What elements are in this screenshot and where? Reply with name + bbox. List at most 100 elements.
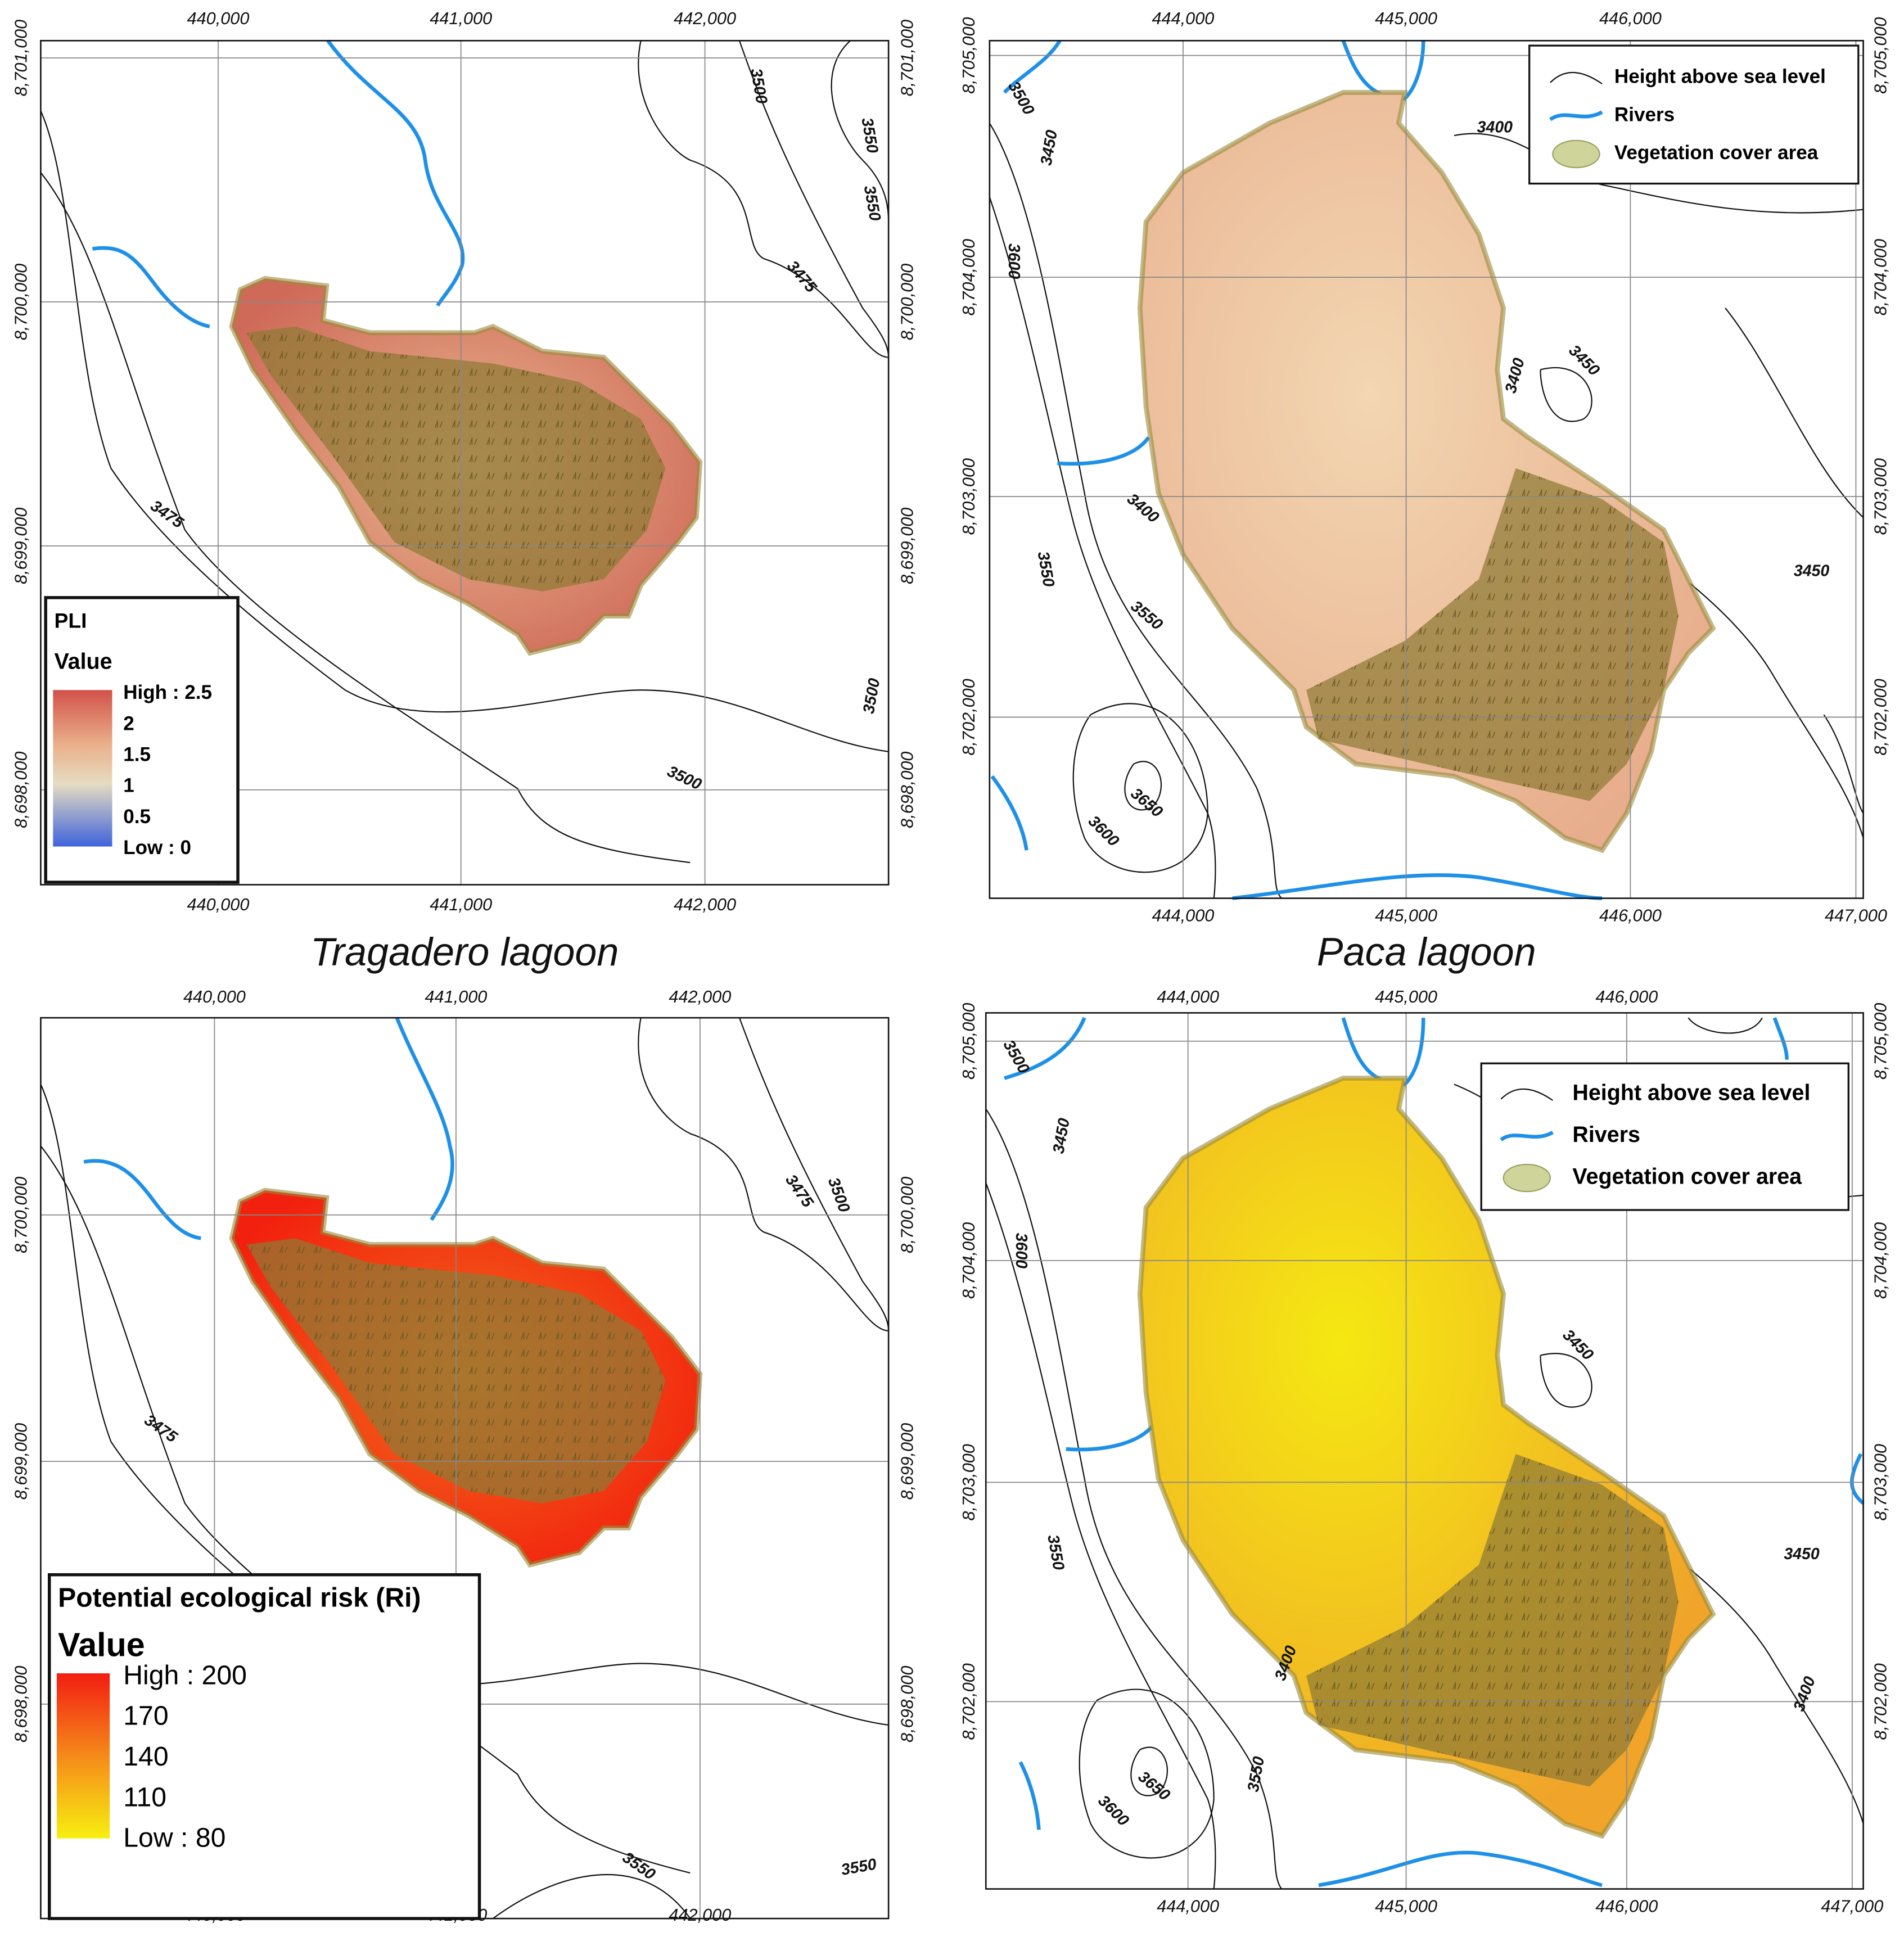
x-tick-label: 445,000: [1375, 1897, 1437, 1916]
legend-title: Potential ecological risk (Ri): [58, 1582, 421, 1613]
legend-label: Height above sea level: [1572, 1080, 1810, 1105]
y-tick-label: 8,700,000: [11, 1177, 31, 1253]
map-panel: 444,000 445,000 446,000 444,000 445,000 446,0…: [959, 8, 1891, 974]
x-tick-label: 446,000: [1595, 987, 1658, 1006]
x-tick-label: 442,000: [669, 987, 731, 1006]
river: [92, 246, 210, 328]
river: [990, 775, 1028, 851]
x-tick-label: 445,000: [1375, 906, 1437, 925]
contour-label: 3600: [1012, 1233, 1030, 1268]
river: [1057, 436, 1150, 466]
map-panel: 440,000441,000442,000440,000441,000442,0…: [11, 987, 917, 1925]
y-tick-label: 8,701,000: [11, 20, 31, 96]
y-tick-label: 8,704,000: [959, 239, 978, 315]
x-tick-label: 444,000: [1157, 1897, 1219, 1916]
river: [395, 1017, 454, 1221]
legend-contour-symbol: [1550, 71, 1603, 84]
contour-line: [989, 123, 1282, 899]
legend-label: 1: [123, 775, 134, 797]
y-tick-label: 8,705,000: [1871, 1003, 1891, 1080]
contour-line: [831, 40, 890, 222]
river: [1772, 1017, 1789, 1060]
x-tick-label: 441,000: [430, 8, 492, 28]
legend: PLI Value High : 2.5 2 1.5 1 0.5 Low : 0: [44, 596, 240, 884]
y-tick-label: 8,702,000: [1871, 679, 1891, 755]
legend-label: Low : 80: [123, 1823, 225, 1853]
legend-label: Height above sea level: [1614, 65, 1826, 87]
y-tick-label: 8,705,000: [959, 17, 978, 93]
contour-line: [1540, 367, 1592, 422]
legend-river-symbol: [1500, 1131, 1554, 1141]
legend-label: 170: [123, 1701, 168, 1731]
y-tick-label: 8,698,000: [11, 752, 31, 828]
contour-line: [989, 197, 1216, 898]
river: [1066, 1422, 1157, 1452]
legend-label: Vegetation cover area: [1572, 1164, 1802, 1189]
contour-line: [1823, 714, 1864, 814]
map-caption: Paca lagoon: [1317, 930, 1536, 974]
contour-line: [638, 1017, 889, 1331]
river: [1318, 1850, 1603, 1888]
contour-line: [40, 110, 889, 752]
x-tick-label: 444,000: [1152, 906, 1214, 925]
y-tick-label: 8,704,000: [1871, 239, 1891, 315]
river: [326, 39, 465, 307]
y-tick-label: 8,704,000: [1871, 1222, 1891, 1299]
x-tick-label: 440,000: [187, 895, 250, 914]
x-tick-label: 446,000: [1599, 906, 1662, 925]
contour-line: [1079, 1688, 1215, 1859]
contour-line: [1725, 308, 1864, 518]
x-tick-label: 447,000: [1821, 1897, 1883, 1916]
legend-subtitle: Value: [55, 649, 112, 674]
vegetation-area: [246, 326, 666, 592]
map-frame: [989, 40, 1864, 899]
contour-line: [40, 172, 691, 864]
y-tick-label: 8,700,000: [11, 264, 31, 340]
contour-label: 3600: [1005, 243, 1023, 279]
map-panel: 444,000 445,000 446,000 444,000 445,000 446,0…: [959, 987, 1891, 1916]
x-tick-label: 445,000: [1375, 987, 1437, 1006]
y-tick-label: 8,702,000: [959, 1663, 978, 1740]
y-tick-label: 8,703,000: [959, 1444, 978, 1520]
y-tick-label: 8,700,000: [897, 1177, 917, 1253]
contour-line: [1130, 1746, 1168, 1796]
river: [1003, 39, 1062, 94]
legend-vegetation-symbol: [1503, 1163, 1551, 1193]
x-tick-label: 442,000: [674, 895, 736, 914]
legend: Potential ecological risk (Ri) ValueHigh …: [48, 1573, 481, 1920]
contour-label: 3450: [1794, 562, 1829, 580]
x-tick-label: 440,000: [183, 987, 246, 1006]
vegetation-rim: [229, 1188, 703, 1568]
y-tick-label: 8,698,000: [897, 752, 917, 828]
legend-label: Vegetation cover area: [1614, 142, 1819, 164]
vegetation-area: [1306, 1453, 1679, 1787]
y-tick-label: 8,703,000: [1871, 458, 1891, 535]
legend-title: PLI: [55, 609, 87, 633]
contour-line: [493, 1873, 691, 1920]
x-tick-label: 442,000: [669, 1905, 731, 1925]
map-caption: Tragadero lagoon: [310, 930, 619, 974]
river: [1018, 1761, 1041, 1830]
map-frame: [985, 1012, 1864, 1890]
x-tick-label: 442,000: [674, 8, 736, 28]
contour-label: 3450: [1784, 1545, 1819, 1563]
y-tick-label: 8,703,000: [1871, 1444, 1891, 1520]
legend-contour-symbol: [1500, 1088, 1553, 1101]
river: [1232, 873, 1603, 900]
vegetation-rim: [1137, 89, 1716, 854]
x-tick-label: 444,000: [1152, 8, 1214, 28]
contour-line: [638, 40, 889, 358]
x-tick-label: 441,000: [425, 987, 487, 1006]
legend-label: Rivers: [1614, 103, 1675, 125]
vegetation-rim: [1137, 1076, 1716, 1839]
legend-subtitle: Value: [58, 1626, 145, 1664]
legend: Height above sea level Rivers Vegetation c…: [1480, 1062, 1849, 1211]
y-tick-label: 8,705,000: [1871, 17, 1891, 93]
y-tick-label: 8,702,000: [1871, 1663, 1891, 1740]
x-tick-label: 441,000: [430, 895, 492, 914]
legend-label: Low : 0: [123, 837, 191, 859]
legend-label: Rivers: [1572, 1122, 1640, 1147]
y-tick-label: 8,699,000: [897, 1423, 917, 1500]
x-tick-label: 446,000: [1595, 1897, 1658, 1916]
